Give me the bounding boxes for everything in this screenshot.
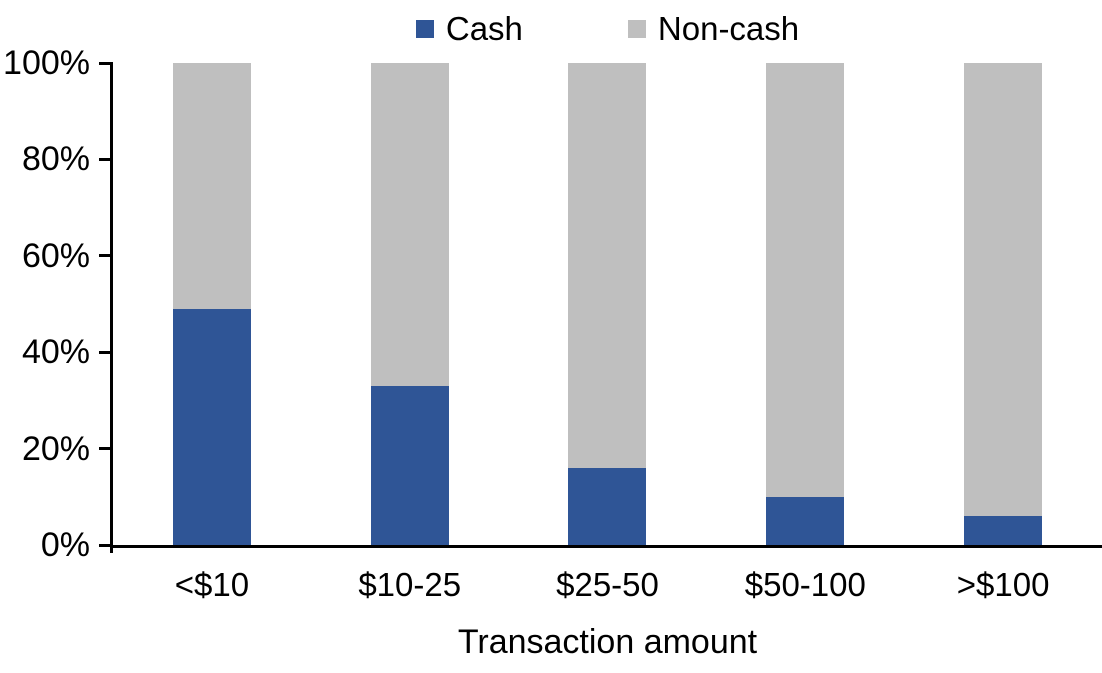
- segment-cash: [964, 516, 1043, 545]
- y-axis-tick-label: 0%: [40, 526, 90, 564]
- x-axis-category-label: >$100: [956, 566, 1050, 603]
- segment-noncash: [172, 63, 251, 309]
- legend-label-noncash: Non-cash: [657, 10, 800, 47]
- legend-label-cash: Cash: [445, 10, 523, 47]
- segment-cash: [766, 496, 845, 545]
- y-axis-tick: [99, 254, 113, 258]
- legend-item-noncash: Non-cash: [627, 10, 800, 48]
- y-axis-tick: [99, 350, 113, 354]
- bar-slot: [113, 63, 311, 545]
- segment-cash: [370, 385, 449, 545]
- bar-slot: [904, 63, 1102, 545]
- cash-swatch-icon: [415, 20, 434, 38]
- stacked-bar: [568, 63, 647, 545]
- bar-slot: [311, 63, 509, 545]
- x-axis-title: Transaction amount: [457, 623, 758, 661]
- stacked-bar: [766, 63, 845, 545]
- segment-noncash: [964, 63, 1043, 517]
- x-axis-category-label: $50-100: [744, 566, 866, 603]
- noncash-swatch-icon: [627, 20, 646, 38]
- y-axis-tick-label: 60%: [21, 236, 90, 275]
- y-axis-tick: [99, 447, 113, 451]
- segment-noncash: [766, 63, 845, 497]
- y-axis-tick: [99, 157, 113, 161]
- segment-cash: [568, 467, 647, 545]
- x-axis-line: [110, 545, 1102, 548]
- x-axis-category-label: $10-25: [358, 566, 462, 603]
- stacked-bar: [964, 63, 1043, 545]
- y-axis-tick-label: 80%: [21, 140, 90, 179]
- stacked-bar: [370, 63, 449, 545]
- legend-item-cash: Cash: [415, 10, 523, 48]
- bar-slot: [509, 63, 707, 545]
- segment-cash: [172, 308, 251, 545]
- y-axis-tick-label: 20%: [21, 429, 90, 468]
- x-axis-category-label: $25-50: [556, 566, 659, 603]
- bars: [113, 63, 1102, 545]
- legend: Cash Non-cash: [113, 6, 1102, 52]
- segment-noncash: [568, 63, 647, 468]
- y-axis-tick: [99, 543, 113, 547]
- bar-slot: [706, 63, 904, 545]
- x-axis-category-label: <$10: [174, 566, 250, 603]
- y-axis-tick-label: 40%: [21, 333, 90, 372]
- x-axis-labels: <$10 $10-25 $25-50 $50-100 >$100: [113, 566, 1102, 604]
- segment-noncash: [370, 63, 449, 386]
- y-axis-line: [110, 63, 113, 553]
- plot-area: [99, 61, 1102, 553]
- y-axis-labels: 0% 20% 40% 60% 80% 100%: [0, 0, 90, 673]
- y-axis-tick: [99, 61, 113, 65]
- stacked-bar: [172, 63, 251, 545]
- y-axis-tick-label: 100%: [3, 44, 90, 82]
